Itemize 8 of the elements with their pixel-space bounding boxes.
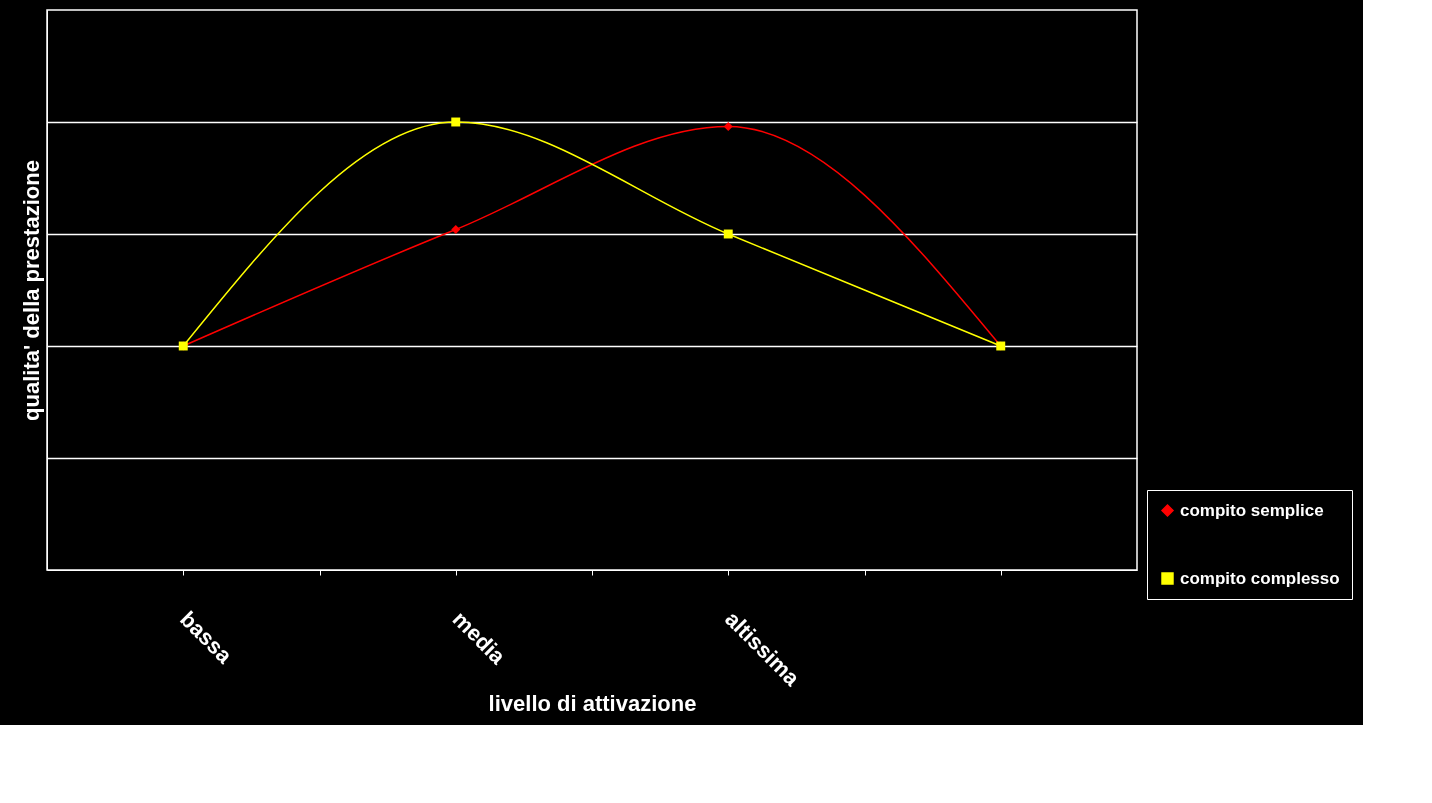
point xyxy=(723,122,733,131)
point xyxy=(723,229,733,239)
legend-label: compito complesso xyxy=(1180,568,1340,588)
point xyxy=(451,117,461,127)
legend-label: compito semplice xyxy=(1180,500,1324,520)
point xyxy=(451,225,461,234)
y-axis-title: qualita' della prestazione xyxy=(18,160,44,421)
x-axis-title: livello di attivazione xyxy=(488,690,697,716)
